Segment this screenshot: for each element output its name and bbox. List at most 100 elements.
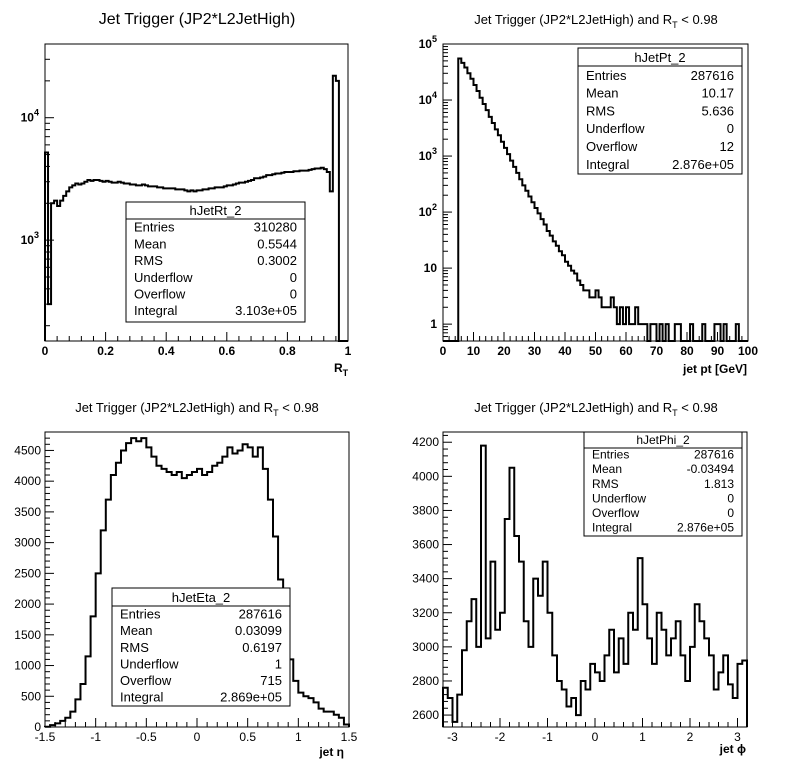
stats-value: 0 — [290, 287, 297, 302]
stats-box-frame — [111, 587, 291, 707]
stats-label: Entries — [134, 220, 175, 235]
x-axis-label: jet pt [GeV] — [682, 362, 747, 376]
stats-label: Overflow — [134, 287, 186, 302]
stats-value: 1.813 — [704, 477, 734, 491]
stats-box-frame — [583, 431, 743, 537]
stats-label: Integral — [134, 303, 177, 318]
x-tick-label: 70 — [650, 344, 664, 358]
y-tick-label: 4000 — [14, 474, 41, 488]
histogram-series — [443, 57, 748, 342]
y-tick-label: 105 — [419, 34, 437, 51]
stats-label: Mean — [120, 623, 153, 638]
x-tick-label: 50 — [589, 344, 603, 358]
x-tick-label: -1.5 — [35, 730, 56, 744]
x-tick-label: 60 — [619, 344, 633, 358]
panel-2: Jet Trigger (JP2*L2JetHigh) and RT < 0.9… — [419, 12, 759, 376]
x-tick-label: 3 — [734, 730, 741, 744]
stats-value: 0 — [290, 270, 297, 285]
x-axis-label: jet ϕ — [719, 742, 746, 756]
stats-value: 3.103e+05 — [235, 303, 297, 318]
stats-value: 0.03099 — [235, 623, 282, 638]
stats-value: -0.03494 — [687, 462, 735, 476]
y-tick-label: 104 — [419, 90, 437, 107]
stats-box: hJetPt_2 Entries 287616 Mean 10.17 RMS 5.636 Un… — [577, 47, 743, 175]
y-tick-label: 1500 — [14, 628, 41, 642]
stats-value: 0 — [727, 506, 734, 520]
stats-value: 0 — [727, 491, 734, 505]
y-tick-label: 3400 — [412, 572, 439, 586]
stats-label: Underflow — [586, 121, 645, 136]
x-tick-label: 10 — [467, 344, 481, 358]
y-tick-label: 2500 — [14, 566, 41, 580]
stats-label: Mean — [592, 462, 622, 476]
stats-label: Entries — [586, 68, 627, 83]
x-tick-label: 90 — [711, 344, 725, 358]
x-tick-label: 40 — [558, 344, 572, 358]
y-tick-label: 3000 — [412, 640, 439, 654]
x-tick-label: 20 — [497, 344, 511, 358]
stats-label: Integral — [586, 157, 629, 172]
y-tick-label: 4500 — [14, 443, 41, 457]
stats-value: 0 — [727, 121, 734, 136]
x-tick-label: 0 — [194, 730, 201, 744]
y-tick-label: 1000 — [14, 659, 41, 673]
stats-label: Integral — [592, 521, 632, 535]
stats-box: hJetRt_2 Entries 310280 Mean 0.5544 RMS 0.3002… — [125, 201, 306, 323]
stats-value: 0.3002 — [257, 253, 297, 268]
stats-label: RMS — [592, 477, 619, 491]
stats-value: 1 — [275, 656, 282, 671]
chart-title: Jet Trigger (JP2*L2JetHigh) — [99, 11, 296, 28]
stats-label: Underflow — [592, 491, 646, 505]
histogram-series — [442, 444, 748, 727]
y-tick-label: 3000 — [14, 536, 41, 550]
y-tick-label: 10 — [424, 261, 438, 275]
stats-value: 10.17 — [701, 86, 734, 101]
chart-title: Jet Trigger (JP2*L2JetHigh) and RT < 0.9… — [474, 400, 718, 418]
stats-value: 287616 — [239, 607, 282, 622]
stats-label: RMS — [120, 640, 149, 655]
x-tick-label: 1 — [639, 730, 646, 744]
x-tick-label: 0.4 — [158, 344, 175, 358]
stats-box: hJetEta_2 Entries 287616 Mean 0.03099 RMS 0.61… — [111, 587, 291, 707]
stats-value: 287616 — [691, 68, 734, 83]
x-tick-label: 0.6 — [218, 344, 235, 358]
stats-label: Overflow — [120, 673, 172, 688]
stats-value: 287616 — [694, 448, 734, 462]
y-tick-label: 2000 — [14, 597, 41, 611]
x-tick-label: 0.5 — [239, 730, 256, 744]
stats-value: 0.5544 — [257, 236, 297, 251]
panel-3: Jet Trigger (JP2*L2JetHigh) and RT < 0.9… — [14, 400, 357, 759]
y-tick-label: 1 — [430, 317, 437, 331]
stats-label: Underflow — [120, 656, 179, 671]
x-tick-label: 1 — [295, 730, 302, 744]
x-tick-label: 30 — [528, 344, 542, 358]
stats-label: RMS — [586, 103, 615, 118]
y-tick-label: 2800 — [412, 674, 439, 688]
y-tick-label: 0 — [34, 720, 41, 734]
stats-label: Mean — [586, 86, 619, 101]
y-tick-label: 3800 — [412, 503, 439, 517]
x-tick-label: 1.5 — [341, 730, 358, 744]
histogram-series — [44, 74, 348, 342]
x-tick-label: 1 — [345, 344, 352, 358]
x-tick-label: 0 — [42, 344, 49, 358]
x-tick-label: 100 — [738, 344, 758, 358]
y-tick-label: 2600 — [412, 708, 439, 722]
x-tick-label: 0.8 — [279, 344, 296, 358]
stats-box-name: hJetRt_2 — [189, 203, 241, 218]
y-tick-label: 102 — [419, 202, 437, 219]
x-tick-label: -1 — [90, 730, 101, 744]
x-tick-label: -1 — [542, 730, 553, 744]
stats-box-frame — [125, 201, 306, 323]
stats-box-name: hJetEta_2 — [172, 590, 231, 605]
histogram-series — [44, 437, 350, 728]
y-tick-label: 3600 — [412, 538, 439, 552]
panel-1: Jet Trigger (JP2*L2JetHigh) 0 0.2 0.4 0.6 0.8… — [21, 11, 352, 378]
x-tick-label: -3 — [447, 730, 458, 744]
chart-title: Jet Trigger (JP2*L2JetHigh) and RT < 0.9… — [474, 12, 718, 30]
y-tick-label: 4000 — [412, 469, 439, 483]
stats-label: Integral — [120, 690, 163, 705]
x-tick-label: -2 — [495, 730, 506, 744]
x-tick-label: 80 — [680, 344, 694, 358]
stats-value: 0.6197 — [242, 640, 282, 655]
